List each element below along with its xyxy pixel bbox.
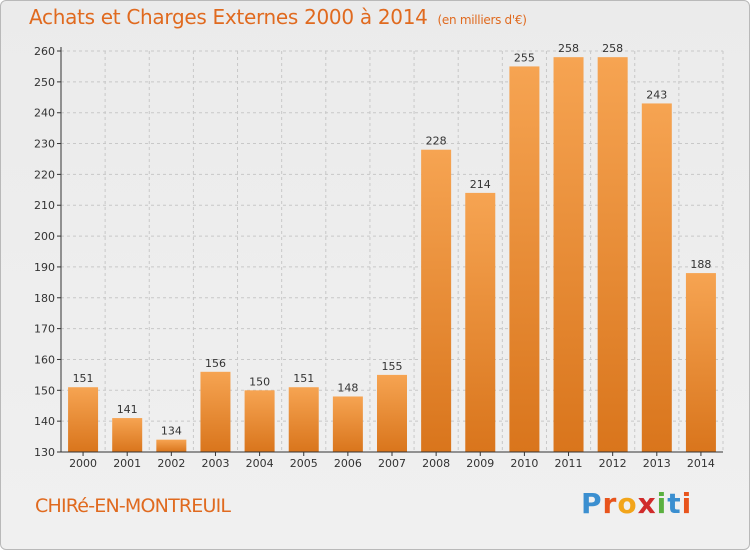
- x-tick-label: 2002: [157, 457, 185, 470]
- data-label: 151: [293, 372, 314, 385]
- bar-2012: [597, 57, 628, 453]
- x-tick-label: 2009: [466, 457, 494, 470]
- data-label: 188: [690, 258, 711, 271]
- logo-letter: P: [581, 487, 603, 520]
- commune-name: CHIRé-EN-MONTREUIL: [35, 495, 231, 517]
- bar-2000: [68, 387, 99, 452]
- bar-2014: [685, 273, 716, 452]
- x-tick-label: 2010: [510, 457, 538, 470]
- logo-letter: o: [617, 487, 638, 520]
- y-tick-label: 140: [34, 415, 55, 428]
- data-label: 255: [514, 51, 535, 64]
- bar-2002: [156, 439, 187, 452]
- y-tick-label: 260: [34, 45, 55, 58]
- y-tick-label: 180: [34, 292, 55, 305]
- bar-2006: [332, 396, 363, 452]
- data-label: 228: [426, 135, 447, 148]
- proxiti-logo: Proxiti: [581, 487, 692, 520]
- data-label: 134: [161, 425, 182, 438]
- bar-2013: [641, 103, 672, 452]
- data-label: 243: [646, 88, 667, 101]
- bar-2009: [465, 192, 496, 452]
- logo-letter: i: [681, 487, 693, 520]
- bar-2001: [112, 418, 143, 452]
- chart-title: Achats et Charges Externes 2000 à 2014 (e…: [29, 5, 527, 29]
- bar-2011: [553, 57, 584, 453]
- y-tick-label: 130: [34, 446, 55, 459]
- y-tick-label: 190: [34, 261, 55, 274]
- bar-2008: [421, 149, 452, 452]
- x-tick-label: 2011: [555, 457, 583, 470]
- y-tick-label: 250: [34, 76, 55, 89]
- y-tick-label: 200: [34, 230, 55, 243]
- x-tick-label: 2013: [643, 457, 671, 470]
- logo-letter: t: [667, 487, 682, 520]
- bar-2003: [200, 371, 231, 452]
- x-tick-label: 2005: [290, 457, 318, 470]
- x-tick-label: 2000: [69, 457, 97, 470]
- y-tick-label: 170: [34, 323, 55, 336]
- x-tick-label: 2004: [246, 457, 274, 470]
- y-tick-label: 160: [34, 353, 55, 366]
- data-label: 141: [117, 403, 138, 416]
- y-tick-label: 220: [34, 168, 55, 181]
- x-tick-label: 2014: [687, 457, 715, 470]
- bar-2007: [377, 374, 407, 452]
- y-tick-label: 230: [34, 138, 55, 151]
- logo-letter: r: [602, 487, 618, 520]
- logo-letter: x: [637, 487, 657, 520]
- logo-letter: i: [656, 487, 668, 520]
- data-label: 155: [382, 360, 403, 373]
- data-label: 148: [337, 381, 358, 394]
- x-tick-label: 2003: [201, 457, 229, 470]
- data-label: 258: [558, 42, 579, 55]
- data-label: 156: [205, 357, 226, 370]
- data-label: 151: [73, 372, 94, 385]
- bar-2004: [244, 390, 275, 452]
- data-label: 258: [602, 42, 623, 55]
- data-label: 214: [470, 178, 491, 191]
- y-tick-label: 150: [34, 384, 55, 397]
- x-tick-label: 2012: [599, 457, 627, 470]
- x-tick-label: 2007: [378, 457, 406, 470]
- x-tick-label: 2008: [422, 457, 450, 470]
- data-label: 150: [249, 375, 270, 388]
- x-tick-label: 2001: [113, 457, 141, 470]
- chart-title-text: Achats et Charges Externes 2000 à 2014: [29, 5, 428, 29]
- bar-2010: [509, 66, 540, 452]
- chart-subtitle: (en milliers d'€): [437, 13, 527, 27]
- y-tick-label: 240: [34, 107, 55, 120]
- bar-2005: [288, 387, 319, 452]
- y-tick-label: 210: [34, 199, 55, 212]
- x-tick-label: 2006: [334, 457, 362, 470]
